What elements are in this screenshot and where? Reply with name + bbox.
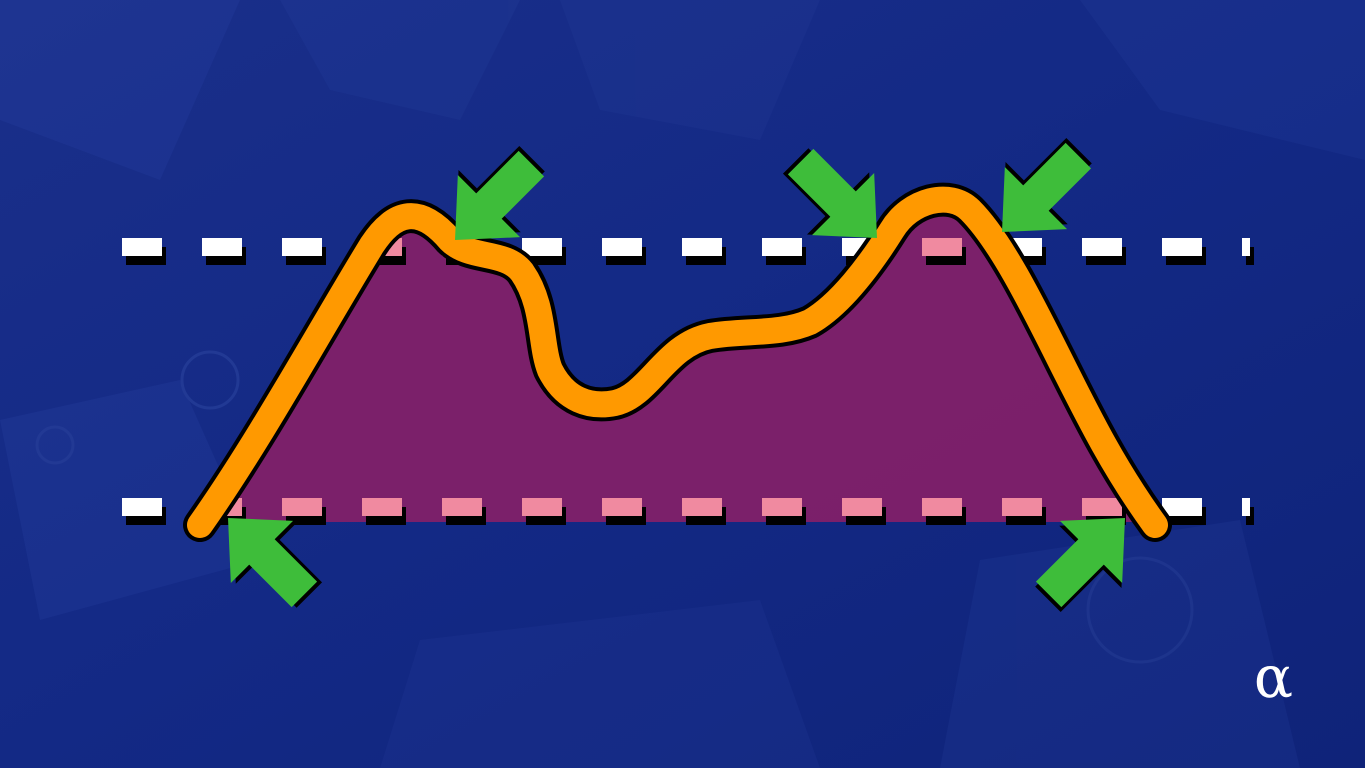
upper-dashed-line bbox=[122, 238, 1254, 265]
curve-line bbox=[183, 182, 1172, 542]
alpha-logo: α bbox=[1253, 643, 1293, 711]
